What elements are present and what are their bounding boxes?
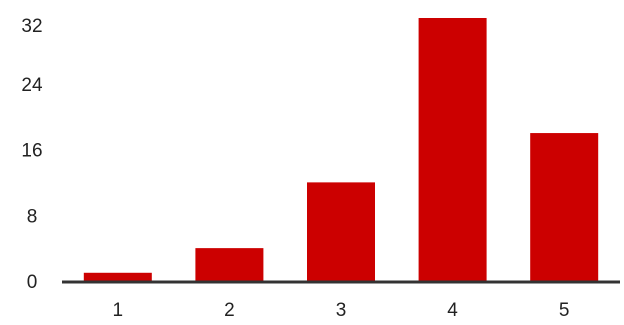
y-tick-label: 24 bbox=[21, 75, 43, 96]
y-tick-label: 16 bbox=[21, 141, 42, 162]
x-tick-label: 3 bbox=[336, 300, 347, 321]
bar bbox=[307, 182, 375, 281]
x-tick-label: 5 bbox=[559, 300, 570, 321]
y-tick-label: 8 bbox=[27, 206, 38, 227]
bar bbox=[530, 133, 599, 281]
y-tick-label: 0 bbox=[27, 272, 38, 293]
x-tick-label: 2 bbox=[224, 300, 235, 321]
y-axis-tick-labels: 0 8 16 24 32 bbox=[21, 16, 43, 293]
bar bbox=[195, 248, 264, 281]
bar bbox=[83, 272, 152, 281]
bars bbox=[83, 18, 599, 281]
y-tick-label: 32 bbox=[21, 16, 42, 37]
x-tick-label: 1 bbox=[113, 300, 124, 321]
bar bbox=[418, 18, 487, 281]
x-tick-label: 4 bbox=[447, 300, 458, 321]
x-axis-tick-labels: 1 2 3 4 5 bbox=[113, 300, 570, 321]
